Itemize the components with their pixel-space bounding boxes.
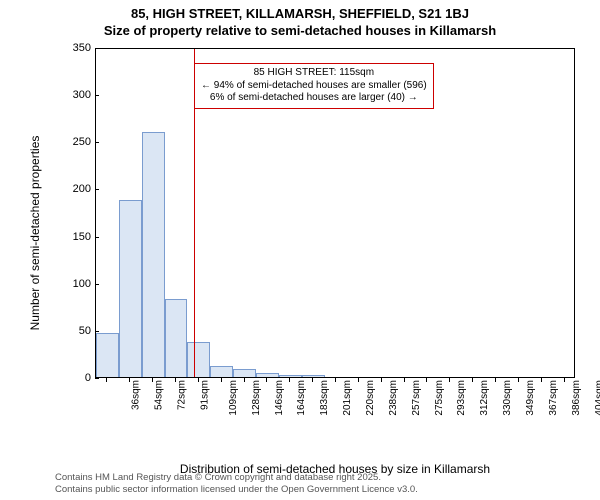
histogram-bar — [187, 342, 210, 377]
y-axis-label: Number of semi-detached properties — [28, 136, 42, 331]
x-tick-mark — [198, 378, 199, 382]
y-tick-label: 0 — [55, 372, 95, 384]
x-tick-mark — [541, 378, 542, 382]
x-tick-label: 72sqm — [177, 380, 188, 410]
x-tick-label: 275sqm — [434, 380, 445, 416]
x-tick-label: 404sqm — [594, 380, 600, 416]
y-tick-label: 300 — [55, 89, 95, 101]
footer-attribution: Contains HM Land Registry data © Crown c… — [55, 472, 418, 496]
x-tick-label: 164sqm — [297, 380, 308, 416]
histogram-bar — [210, 366, 233, 377]
x-tick-mark — [175, 378, 176, 382]
x-tick-label: 293sqm — [457, 380, 468, 416]
x-tick-label: 257sqm — [411, 380, 422, 416]
histogram-bar — [142, 132, 165, 377]
x-tick-mark — [289, 378, 290, 382]
title-line-2: Size of property relative to semi-detach… — [0, 23, 600, 40]
x-tick-mark — [358, 378, 359, 382]
x-tick-label: 109sqm — [228, 380, 239, 416]
title-line-1: 85, HIGH STREET, KILLAMARSH, SHEFFIELD, … — [0, 6, 600, 23]
chart-box: 85 HIGH STREET: 115sqm ← 94% of semi-det… — [95, 48, 575, 378]
x-tick-label: 183sqm — [319, 380, 330, 416]
x-tick-label: 367sqm — [548, 380, 559, 416]
footer-line-2: Contains public sector information licen… — [55, 484, 418, 496]
x-tick-label: 349sqm — [525, 380, 536, 416]
y-tick-label: 50 — [55, 325, 95, 337]
title-block: 85, HIGH STREET, KILLAMARSH, SHEFFIELD, … — [0, 0, 600, 40]
x-tick-mark — [518, 378, 519, 382]
x-tick-label: 54sqm — [154, 380, 165, 410]
histogram-bar — [302, 375, 325, 377]
annotation-line-1: 85 HIGH STREET: 115sqm — [201, 67, 427, 80]
y-tick-label: 250 — [55, 136, 95, 148]
y-tick-label: 150 — [55, 231, 95, 243]
y-tick-label: 100 — [55, 278, 95, 290]
x-tick-mark — [564, 378, 565, 382]
x-axis: 36sqm 54sqm 72sqm 91sqm 109sqm 128sqm 146sqm 16… — [95, 378, 575, 418]
x-tick-mark — [312, 378, 313, 382]
x-tick-mark — [221, 378, 222, 382]
x-tick-label: 146sqm — [274, 380, 285, 416]
plot-area: Number of semi-detached properties 05010… — [55, 48, 575, 418]
x-tick-label: 386sqm — [571, 380, 582, 416]
x-tick-mark — [106, 378, 107, 382]
y-tick-label: 200 — [55, 183, 95, 195]
annotation-line-2: ← 94% of semi-detached houses are smalle… — [201, 80, 427, 93]
footer-line-1: Contains HM Land Registry data © Crown c… — [55, 472, 418, 484]
x-tick-label: 330sqm — [502, 380, 513, 416]
x-tick-label: 36sqm — [131, 380, 142, 410]
x-tick-label: 128sqm — [251, 380, 262, 416]
x-tick-label: 91sqm — [200, 380, 211, 410]
x-tick-mark — [426, 378, 427, 382]
x-tick-mark — [129, 378, 130, 382]
histogram-bar — [279, 375, 302, 377]
y-axis: 050100150200250300350 — [55, 48, 95, 418]
x-tick-mark — [495, 378, 496, 382]
annotation-line-3: 6% of semi-detached houses are larger (4… — [201, 92, 427, 105]
histogram-bar — [96, 333, 119, 377]
annotation-box: 85 HIGH STREET: 115sqm ← 94% of semi-det… — [194, 63, 434, 109]
x-tick-mark — [404, 378, 405, 382]
x-tick-mark — [244, 378, 245, 382]
x-tick-mark — [472, 378, 473, 382]
y-tick-label: 350 — [55, 42, 95, 54]
x-tick-mark — [449, 378, 450, 382]
x-tick-mark — [152, 378, 153, 382]
histogram-bar — [165, 299, 188, 377]
histogram-bar — [233, 369, 256, 377]
histogram-bar — [119, 200, 142, 377]
x-tick-label: 238sqm — [388, 380, 399, 416]
x-tick-label: 220sqm — [365, 380, 376, 416]
chart-container: 85, HIGH STREET, KILLAMARSH, SHEFFIELD, … — [0, 0, 600, 500]
x-tick-label: 201sqm — [342, 380, 353, 416]
x-tick-mark — [266, 378, 267, 382]
x-tick-mark — [381, 378, 382, 382]
x-tick-label: 312sqm — [479, 380, 490, 416]
histogram-bar — [256, 373, 279, 377]
x-tick-mark — [335, 378, 336, 382]
